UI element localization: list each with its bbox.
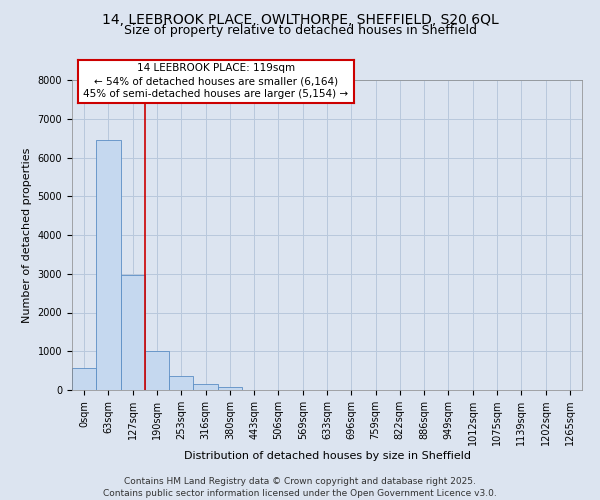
- Text: 14, LEEBROOK PLACE, OWLTHORPE, SHEFFIELD, S20 6QL: 14, LEEBROOK PLACE, OWLTHORPE, SHEFFIELD…: [101, 12, 499, 26]
- Bar: [96, 140, 121, 390]
- Bar: [121, 274, 145, 390]
- Bar: [72, 368, 96, 390]
- Bar: [193, 384, 218, 390]
- Text: Contains HM Land Registry data © Crown copyright and database right 2025.
Contai: Contains HM Land Registry data © Crown c…: [103, 476, 497, 498]
- X-axis label: Distribution of detached houses by size in Sheffield: Distribution of detached houses by size …: [184, 451, 470, 461]
- Bar: [145, 351, 169, 390]
- Text: 14 LEEBROOK PLACE: 119sqm
← 54% of detached houses are smaller (6,164)
45% of se: 14 LEEBROOK PLACE: 119sqm ← 54% of detac…: [83, 63, 349, 100]
- Text: Size of property relative to detached houses in Sheffield: Size of property relative to detached ho…: [124, 24, 476, 37]
- Bar: [218, 386, 242, 390]
- Y-axis label: Number of detached properties: Number of detached properties: [22, 148, 32, 322]
- Bar: [169, 376, 193, 390]
